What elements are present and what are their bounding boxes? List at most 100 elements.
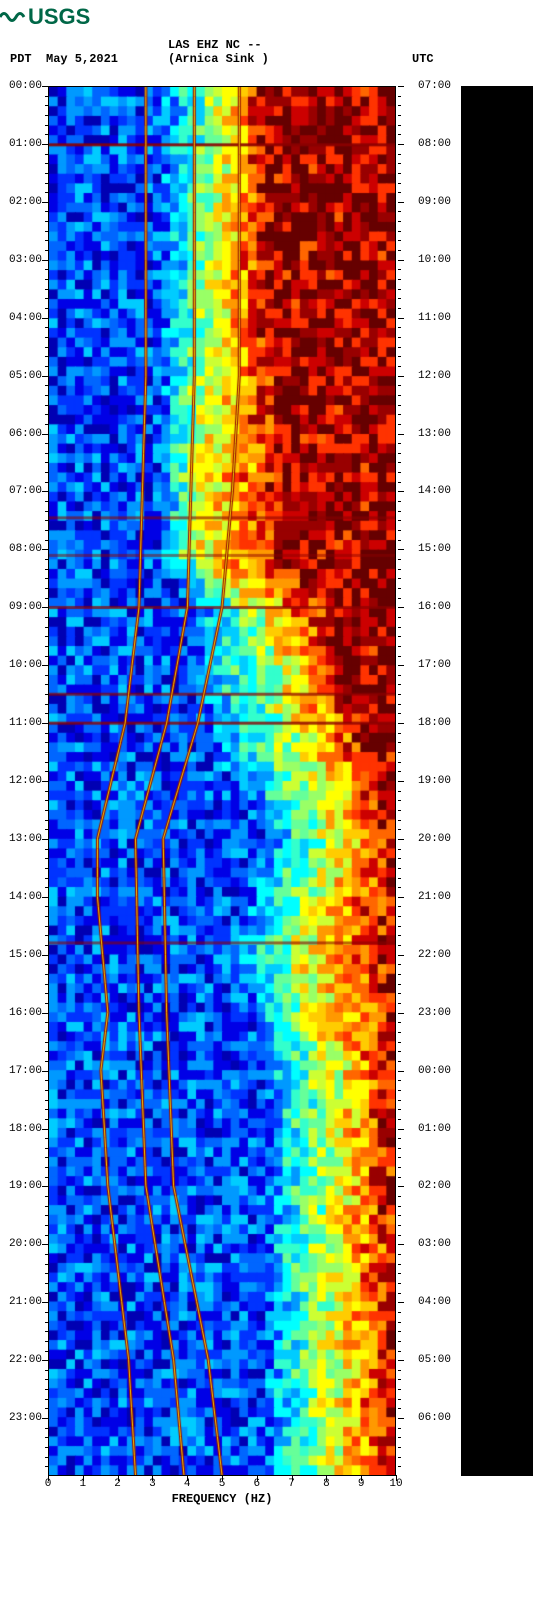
left-tick-label: 01:00: [0, 138, 42, 150]
left-tick-label: 22:00: [0, 1354, 42, 1366]
left-tick-label: 07:00: [0, 485, 42, 497]
left-tick-label: 14:00: [0, 891, 42, 903]
right-tick-mark: [398, 1360, 404, 1361]
left-tick-label: 17:00: [0, 1065, 42, 1077]
left-tick-label: 13:00: [0, 833, 42, 845]
logo-text: USGS: [28, 4, 90, 30]
colorbar: [461, 86, 533, 1476]
left-tick-label: 06:00: [0, 428, 42, 440]
left-tick-label: 16:00: [0, 1007, 42, 1019]
right-tick-label: 20:00: [418, 833, 451, 845]
spectrogram-canvas: [49, 87, 395, 1475]
right-tick-mark: [398, 144, 404, 145]
page: USGS PDT May 5,2021 LAS EHZ NC -- (Arnic…: [0, 0, 552, 1613]
x-tick-label: 4: [177, 1478, 197, 1490]
left-tick-label: 11:00: [0, 717, 42, 729]
left-tick-mark: [42, 260, 48, 261]
right-tick-label: 09:00: [418, 196, 451, 208]
left-tick-mark: [42, 839, 48, 840]
left-tick-mark: [42, 955, 48, 956]
x-axis-label: FREQUENCY (HZ): [48, 1492, 396, 1506]
left-tick-mark: [42, 144, 48, 145]
left-tick-mark: [42, 607, 48, 608]
left-tick-mark: [42, 1360, 48, 1361]
right-time-axis: 07:0008:0009:0010:0011:0012:0013:0014:00…: [398, 86, 458, 1476]
left-tick-label: 20:00: [0, 1238, 42, 1250]
x-tick-label: 7: [282, 1478, 302, 1490]
x-tick-label: 3: [142, 1478, 162, 1490]
right-tick-mark: [398, 86, 404, 87]
x-tick-label: 0: [38, 1478, 58, 1490]
x-tick-label: 1: [73, 1478, 93, 1490]
right-tick-mark: [398, 607, 404, 608]
right-tick-label: 01:00: [418, 1123, 451, 1135]
left-tick-mark: [42, 549, 48, 550]
left-tick-label: 03:00: [0, 254, 42, 266]
left-tick-mark: [42, 202, 48, 203]
x-tick-label: 10: [386, 1478, 406, 1490]
left-tick-mark: [42, 318, 48, 319]
right-tick-label: 11:00: [418, 312, 451, 324]
right-tick-label: 07:00: [418, 80, 451, 92]
left-tick-mark: [42, 1129, 48, 1130]
left-tick-label: 15:00: [0, 949, 42, 961]
left-tick-label: 12:00: [0, 775, 42, 787]
right-tick-mark: [398, 1302, 404, 1303]
right-tick-mark: [398, 1186, 404, 1187]
right-tick-mark: [398, 897, 404, 898]
right-tick-mark: [398, 1129, 404, 1130]
left-tick-mark: [42, 1302, 48, 1303]
left-tick-mark: [42, 376, 48, 377]
right-tick-label: 13:00: [418, 428, 451, 440]
right-tick-mark: [398, 665, 404, 666]
right-tick-label: 05:00: [418, 1354, 451, 1366]
left-tick-label: 09:00: [0, 601, 42, 613]
left-tick-label: 10:00: [0, 659, 42, 671]
right-tick-label: 00:00: [418, 1065, 451, 1077]
date-label: May 5,2021: [46, 52, 118, 66]
right-tick-label: 10:00: [418, 254, 451, 266]
right-tick-mark: [398, 376, 404, 377]
x-tick-label: 9: [351, 1478, 371, 1490]
station-label: LAS EHZ NC --: [168, 38, 262, 52]
left-tick-mark: [42, 1071, 48, 1072]
right-tick-label: 19:00: [418, 775, 451, 787]
left-tick-mark: [42, 781, 48, 782]
tz-left-label: PDT: [10, 52, 32, 66]
left-tick-label: 21:00: [0, 1296, 42, 1308]
spectrogram-plot: [48, 86, 396, 1476]
usgs-logo: USGS: [0, 4, 90, 30]
site-label: (Arnica Sink ): [168, 52, 269, 66]
right-tick-mark: [398, 491, 404, 492]
left-tick-label: 05:00: [0, 370, 42, 382]
right-tick-mark: [398, 1071, 404, 1072]
left-tick-label: 00:00: [0, 80, 42, 92]
left-tick-mark: [42, 1186, 48, 1187]
right-tick-label: 04:00: [418, 1296, 451, 1308]
right-tick-label: 21:00: [418, 891, 451, 903]
right-tick-label: 08:00: [418, 138, 451, 150]
x-tick-label: 2: [108, 1478, 128, 1490]
right-tick-mark: [398, 781, 404, 782]
right-tick-label: 18:00: [418, 717, 451, 729]
tz-right-label: UTC: [412, 52, 434, 66]
left-tick-mark: [42, 491, 48, 492]
right-tick-mark: [398, 839, 404, 840]
left-tick-label: 04:00: [0, 312, 42, 324]
left-time-axis: 00:0001:0002:0003:0004:0005:0006:0007:00…: [0, 86, 48, 1476]
left-tick-label: 08:00: [0, 543, 42, 555]
right-tick-mark: [398, 1418, 404, 1419]
left-tick-mark: [42, 723, 48, 724]
right-tick-label: 06:00: [418, 1412, 451, 1424]
left-tick-mark: [42, 1418, 48, 1419]
left-tick-mark: [42, 1013, 48, 1014]
right-tick-mark: [398, 1244, 404, 1245]
wave-icon: [0, 10, 26, 24]
right-tick-mark: [398, 1013, 404, 1014]
left-tick-label: 18:00: [0, 1123, 42, 1135]
left-tick-label: 19:00: [0, 1180, 42, 1192]
right-tick-mark: [398, 434, 404, 435]
right-tick-label: 03:00: [418, 1238, 451, 1250]
right-tick-mark: [398, 202, 404, 203]
right-tick-label: 16:00: [418, 601, 451, 613]
